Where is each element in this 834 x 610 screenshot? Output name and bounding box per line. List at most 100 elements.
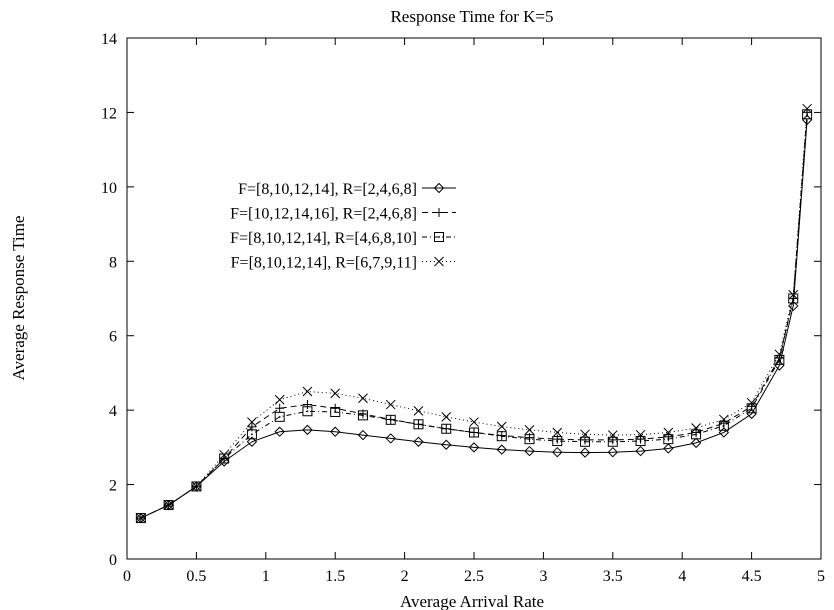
cross-point <box>691 423 701 433</box>
series-layer <box>135 103 813 524</box>
square-point-dot <box>445 427 448 430</box>
legend-entry-4: F=[8,10,12,14], R=[6,7,9,11] <box>231 255 456 272</box>
y-tick-label: 4 <box>109 403 117 420</box>
legend-entry-1: F=[8,10,12,14], R=[2,4,6,8] <box>238 181 456 198</box>
series-line-2 <box>140 112 808 519</box>
square-point <box>469 427 479 438</box>
cross-point <box>434 256 444 267</box>
cross-point <box>802 103 812 114</box>
square-point-box <box>788 293 799 304</box>
series-4 <box>136 103 812 523</box>
diamond-point <box>385 433 396 444</box>
cross-point <box>788 289 799 300</box>
square-point-box <box>274 411 285 422</box>
y-tick-label: 8 <box>109 254 117 271</box>
diamond-point <box>690 437 702 449</box>
square-point-dot <box>389 418 392 421</box>
square-point-dot <box>792 297 795 300</box>
legend-entry-2: F=[10,12,14,16], R=[2,4,6,8] <box>230 206 456 223</box>
square-point-box <box>718 420 729 431</box>
square-point <box>219 453 230 464</box>
square-point <box>788 293 799 304</box>
y-tick-label: 0 <box>109 552 117 569</box>
diamond-point <box>579 447 591 458</box>
square-point <box>607 436 618 447</box>
diamond-point <box>329 426 341 437</box>
square-point-dot <box>251 433 253 436</box>
square-point <box>357 410 368 421</box>
plus-point <box>691 427 701 437</box>
square-point-dot <box>806 113 809 116</box>
x-tick-label: 4.5 <box>742 568 762 585</box>
x-tick-label: 0.5 <box>186 568 206 585</box>
cross-point <box>330 388 341 399</box>
plus-point <box>663 432 673 442</box>
square-point-dot <box>473 431 475 434</box>
square-point <box>718 420 729 431</box>
square-point-box <box>580 436 591 447</box>
y-tick-label: 6 <box>109 329 117 346</box>
square-point-box <box>434 232 444 242</box>
x-tick-label: 1.5 <box>325 568 345 585</box>
cross-point <box>302 386 313 397</box>
square-point-box <box>663 434 674 445</box>
square-point-box <box>191 481 202 492</box>
cross-point <box>441 411 452 422</box>
square-point <box>330 407 341 418</box>
diamond-point <box>552 446 563 458</box>
square-point <box>413 419 424 430</box>
cross-point <box>136 513 146 523</box>
square-point <box>434 232 444 242</box>
x-axis-title: Average Arrival Rate <box>400 592 544 610</box>
plus-point <box>580 435 590 445</box>
diamond-point <box>468 442 480 453</box>
diamond-point <box>718 427 730 438</box>
square-point-box <box>635 436 646 447</box>
diamond-point <box>246 436 258 447</box>
y-tick-label: 10 <box>101 180 117 197</box>
square-point <box>441 423 452 434</box>
cross-point <box>191 481 202 492</box>
cross-point <box>219 449 230 460</box>
square-point-dot <box>695 433 697 436</box>
square-point-box <box>219 453 230 464</box>
series-line-3 <box>140 114 808 519</box>
series-line-4 <box>140 108 808 519</box>
square-point-box <box>746 403 757 414</box>
cross-point <box>385 399 396 410</box>
square-point <box>385 414 396 425</box>
cross-point <box>746 397 757 408</box>
diamond-point <box>607 446 619 458</box>
square-point-box <box>774 354 785 365</box>
cross-point <box>552 427 563 438</box>
square-point <box>635 436 646 447</box>
square-point-dot <box>778 359 781 361</box>
diamond-point <box>635 445 646 457</box>
square-point <box>246 429 257 440</box>
cross-point <box>524 425 535 435</box>
square-point-box <box>691 429 702 440</box>
diamond-point <box>788 300 799 312</box>
diamond-point <box>218 456 230 467</box>
square-point-box <box>607 436 618 447</box>
square-point-dot <box>584 440 586 443</box>
square-point-dot <box>750 407 753 410</box>
y-axis-title: Average Response Time <box>9 216 28 381</box>
square-point <box>802 109 813 120</box>
diamond-point <box>524 445 535 457</box>
diamond-point <box>413 436 424 447</box>
square-point-box <box>135 513 146 524</box>
series-3 <box>135 109 813 524</box>
square-point-box <box>302 406 313 417</box>
cross-point <box>607 430 618 440</box>
square-point-box <box>802 109 813 120</box>
series-1 <box>135 114 813 524</box>
square-point-dot <box>438 236 440 238</box>
cross-point <box>247 417 257 427</box>
diamond-point <box>441 439 452 450</box>
plot-frame <box>126 37 822 560</box>
square-point <box>302 406 313 417</box>
square-point-dot <box>362 414 364 417</box>
square-point-dot <box>722 424 725 427</box>
